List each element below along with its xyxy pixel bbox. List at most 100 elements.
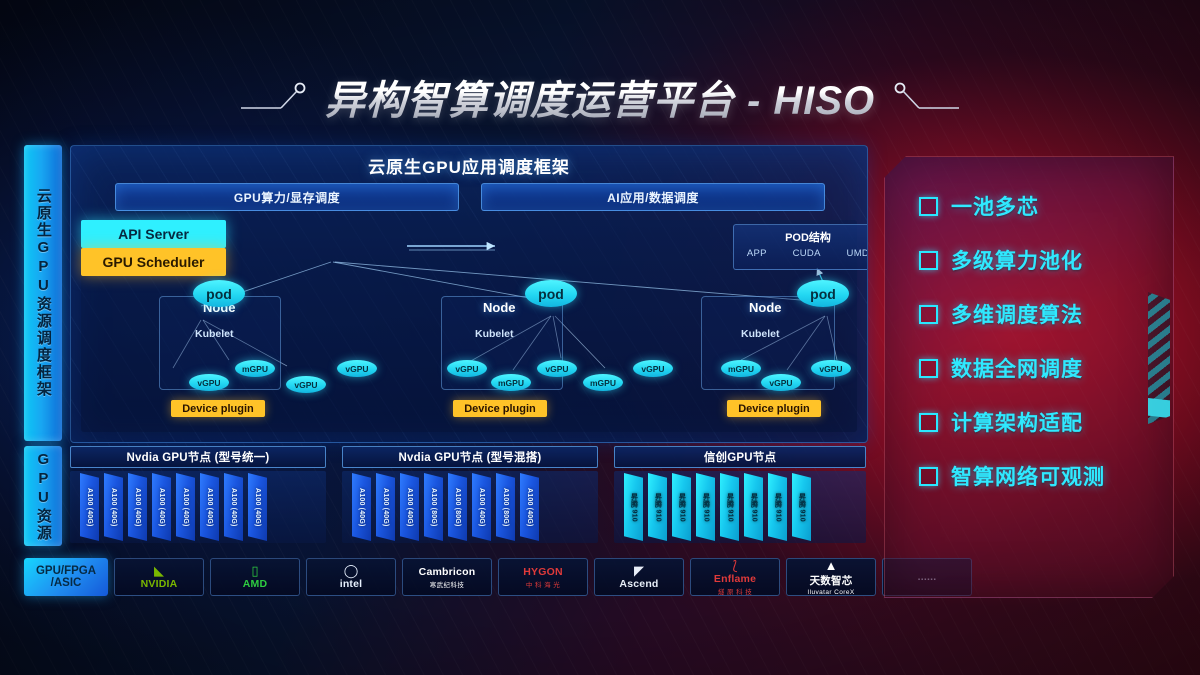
gpu-ellipse-mgpu[interactable]: mGPU — [235, 360, 275, 377]
vendor-logo-cell[interactable]: ▲ 天数智芯 Iluvatar CoreX — [786, 558, 876, 596]
gpu-ellipse-vgpu[interactable]: vGPU — [537, 360, 577, 377]
gpu-ellipse-vgpu[interactable]: vGPU — [447, 360, 487, 377]
features-list: 一池多芯多级算力池化多维调度算法数据全网调度 计算架构适配智算网络可观测 — [919, 191, 1159, 491]
vendor-logo-cell[interactable]: ◣ NVIDIA — [114, 558, 204, 596]
sidebar-tab-framework[interactable]: 云原生GPU资源调度框架 — [24, 145, 62, 441]
framework-bar-group: GPU算力/显存调度 AI应用/数据调度 — [115, 183, 825, 211]
gpu-card-label: A100 (80G) — [430, 487, 437, 527]
gpu-card[interactable]: 昇腾 910 — [672, 473, 691, 541]
gpu-resource-box: Nvdia GPU节点 (型号统一) A100 (40G) A100 (40G) A… — [70, 446, 866, 546]
api-server-node[interactable]: API Server — [81, 220, 226, 248]
gpu-group-3: 信创GPU节点 昇腾 910 昇腾 910 昇腾 910 昇腾 910 昇腾 910 昇腾… — [614, 446, 866, 543]
gpu-card[interactable]: A100 (40G) — [200, 473, 219, 541]
gpu-card-label: A100 (40G) — [478, 487, 485, 527]
gpu-card[interactable]: 昇腾 910 — [792, 473, 811, 541]
device-plugin-button[interactable]: Device plugin — [727, 400, 821, 417]
gpu-card-label: 昇腾 910 — [654, 492, 662, 522]
feature-item[interactable]: 一池多芯 — [919, 191, 1159, 221]
checkbox-icon[interactable] — [919, 251, 938, 270]
gpu-ellipse-vgpu[interactable]: vGPU — [189, 374, 229, 391]
checkbox-icon[interactable] — [919, 413, 938, 432]
gpu-card[interactable]: A100 (40G) — [104, 473, 123, 541]
gpu-card-label: 昇腾 910 — [798, 492, 806, 522]
vendor-logo-cell[interactable]: ⟅ Enflame 燧 原 科 技 — [690, 558, 780, 596]
gpu-card[interactable]: A100 (40G) — [224, 473, 243, 541]
gpu-scheduler-node[interactable]: GPU Scheduler — [81, 248, 226, 276]
gpu-ellipse-mgpu[interactable]: mGPU — [721, 360, 761, 377]
gpu-card-label: 昇腾 910 — [726, 492, 734, 522]
checkbox-icon[interactable] — [919, 359, 938, 378]
device-plugin-button[interactable]: Device plugin — [171, 400, 265, 417]
vendor-mark-icon: ◯ — [343, 563, 359, 578]
gpu-ellipse-vgpu[interactable]: vGPU — [811, 360, 851, 377]
gpu-card[interactable]: 昇腾 910 — [624, 473, 643, 541]
feature-label: 智算网络可观测 — [951, 466, 1105, 489]
vendor-logo-cell[interactable]: HYGON 中 科 海 光 — [498, 558, 588, 596]
gpu-card[interactable]: A100 (80G) — [424, 473, 443, 541]
feature-label: 一池多芯 — [951, 196, 1039, 219]
gpu-card[interactable]: 昇腾 910 — [720, 473, 739, 541]
feature-item[interactable]: 多级算力池化 — [919, 245, 1159, 275]
vendor-logo-cell[interactable]: Cambricon 寒武纪科技 — [402, 558, 492, 596]
gpu-card[interactable]: A100 (40G) — [520, 473, 539, 541]
vendor-logo-cell[interactable]: ▯ AMD — [210, 558, 300, 596]
sidebar-tab-framework-label: 云原生GPU资源调度框架 — [34, 188, 52, 398]
gpu-card-label: A100 (40G) — [158, 487, 165, 527]
vendor-mark-icon: ◤ — [634, 563, 644, 578]
gpu-ellipse-vgpu[interactable]: vGPU — [286, 376, 326, 393]
gpu-ellipse-vgpu[interactable]: vGPU — [337, 360, 377, 377]
gpu-card-list: 昇腾 910 昇腾 910 昇腾 910 昇腾 910 昇腾 910 昇腾 910 昇腾 9… — [624, 473, 811, 541]
gpu-card[interactable]: 昇腾 910 — [648, 473, 667, 541]
pod-ellipse[interactable]: pod — [193, 280, 245, 307]
pod-ellipse[interactable]: pod — [797, 280, 849, 307]
vendor-logo-cell[interactable]: ◤ Ascend — [594, 558, 684, 596]
framework-bar-compute[interactable]: GPU算力/显存调度 — [115, 183, 459, 211]
checkbox-icon[interactable] — [919, 197, 938, 216]
sidebar-tab-gpu-resource[interactable]: GPU资源 — [24, 446, 62, 546]
pod-structure-item-app: APP — [746, 248, 767, 259]
gpu-card[interactable]: A100 (40G) — [352, 473, 371, 541]
vendor-name: HYGON — [523, 565, 563, 578]
pod-ellipse[interactable]: pod — [525, 280, 577, 307]
feature-item[interactable]: 数据全网调度 — [919, 353, 1159, 383]
node-label: Node — [749, 300, 782, 315]
kubelet-label: Kubelet — [741, 328, 780, 340]
feature-item[interactable]: 智算网络可观测 — [919, 461, 1159, 491]
gpu-card-label: 昇腾 910 — [630, 492, 638, 522]
gpu-ellipse-vgpu[interactable]: vGPU — [761, 374, 801, 391]
gpu-card[interactable]: A100 (40G) — [248, 473, 267, 541]
gpu-ellipse-mgpu[interactable]: mGPU — [583, 374, 623, 391]
gpu-card[interactable]: A100 (80G) — [448, 473, 467, 541]
gpu-card[interactable]: A100 (80G) — [496, 473, 515, 541]
vendor-subtitle: 燧 原 科 技 — [717, 588, 753, 596]
feature-item[interactable]: 计算架构适配 — [919, 407, 1159, 437]
gpu-card[interactable]: A100 (40G) — [152, 473, 171, 541]
gpu-card[interactable]: A100 (40G) — [176, 473, 195, 541]
gpu-group-strip: 昇腾 910 昇腾 910 昇腾 910 昇腾 910 昇腾 910 昇腾 910 昇腾 9… — [614, 471, 866, 543]
architecture-panel: 云原生GPU资源调度框架 GPU资源 云原生GPU应用调度框架 GPU算力/显存… — [24, 143, 868, 598]
gpu-card[interactable]: A100 (40G) — [80, 473, 99, 541]
gpu-group-label: Nvdia GPU节点 (型号混搭) — [342, 446, 598, 468]
gpu-card[interactable]: A100 (40G) — [376, 473, 395, 541]
gpu-card-label: A100 (80G) — [454, 487, 461, 527]
vendor-logo-row: GPU/FPGA /ASIC ◣ NVIDIA ▯ AMD ◯ intel Cambrico… — [24, 558, 972, 596]
checkbox-icon[interactable] — [919, 467, 938, 486]
edge-decoration — [1148, 292, 1170, 424]
feature-item[interactable]: 多维调度算法 — [919, 299, 1159, 329]
gpu-card[interactable]: A100 (40G) — [128, 473, 147, 541]
gpu-card[interactable]: 昇腾 910 — [696, 473, 715, 541]
gpu-ellipse-vgpu[interactable]: vGPU — [633, 360, 673, 377]
gpu-card[interactable]: A100 (40G) — [400, 473, 419, 541]
feature-label: 多维调度算法 — [951, 304, 1083, 327]
gpu-card[interactable]: 昇腾 910 — [768, 473, 787, 541]
checkbox-icon[interactable] — [919, 305, 938, 324]
device-plugin-button[interactable]: Device plugin — [453, 400, 547, 417]
gpu-card[interactable]: 昇腾 910 — [744, 473, 763, 541]
node-cluster-1: Node Kubelet pod vGPU mGPU vGPU vGPU Dev… — [141, 280, 377, 417]
gpu-card[interactable]: A100 (40G) — [472, 473, 491, 541]
gpu-ellipse-mgpu[interactable]: mGPU — [491, 374, 531, 391]
framework-bar-ai[interactable]: AI应用/数据调度 — [481, 183, 825, 211]
gpu-card-label: A100 (40G) — [382, 487, 389, 527]
vendor-logo-cell[interactable]: ◯ intel — [306, 558, 396, 596]
